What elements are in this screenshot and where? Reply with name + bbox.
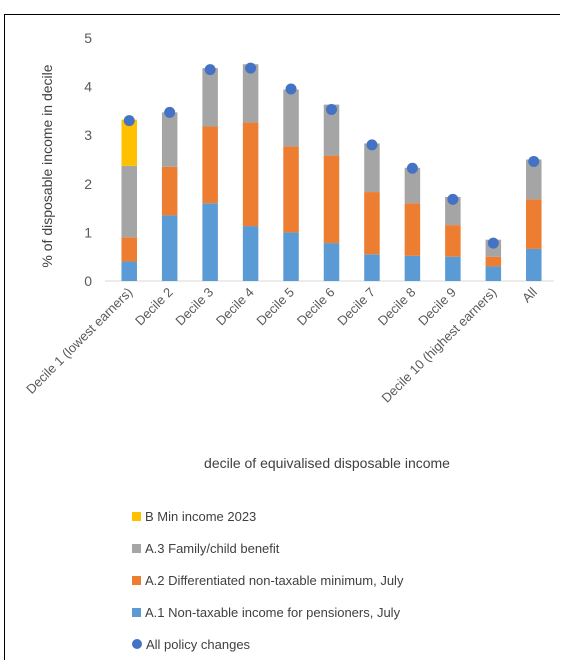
x-tick-label: Decile 6 [294, 285, 338, 329]
all-policy-marker [366, 139, 378, 151]
x-tick-label: Decile 8 [375, 285, 419, 329]
bar-segment-a3_family [445, 196, 461, 226]
bar-segment-a3_family [323, 104, 340, 156]
legend-label: All policy changes [146, 636, 251, 652]
legend-item: All policy changes [132, 628, 403, 660]
x-axis-label: decile of equivalised disposable income [204, 455, 450, 471]
legend: B Min income 2023 A.3 Family/child benefi… [132, 500, 403, 660]
bar-segment-a1_pensioners [526, 248, 542, 281]
bar-segment-a2_nontaxable [283, 146, 299, 233]
bar-segment-a3_family [526, 159, 542, 200]
all-policy-marker [164, 106, 176, 118]
all-policy-marker [326, 103, 337, 115]
bar-segment-a1_pensioners [202, 203, 218, 281]
bar-segment-a2_nontaxable [161, 166, 178, 216]
bar-segment-a3_family [121, 165, 137, 238]
y-tick-label: 3 [84, 127, 92, 143]
legend-item: A.3 Family/child benefit [132, 532, 403, 564]
x-tick-label: Decile 2 [132, 285, 176, 329]
bar-segment-a2_nontaxable [121, 237, 137, 262]
legend-swatch [132, 543, 141, 553]
all-policy-marker [406, 162, 418, 174]
bar-segment-a3_family [283, 89, 299, 147]
legend-item: A.2 Differentiated non-taxable minimum, … [132, 564, 403, 596]
bar-segment-a3_family [202, 68, 218, 127]
top-border-line [4, 14, 560, 15]
legend-label: A.2 Differentiated non-taxable minimum, … [145, 572, 404, 588]
all-policy-marker [245, 62, 257, 74]
legend-swatch [132, 511, 141, 521]
y-tick-label: 5 [84, 30, 92, 46]
left-border-line [4, 14, 5, 660]
all-policy-marker [285, 83, 297, 95]
bar-segment-a2_nontaxable [364, 192, 380, 255]
legend-item: B Min income 2023 [132, 500, 403, 532]
bar-segment-a3_family [242, 64, 259, 123]
bar-segment-a1_pensioners [323, 243, 340, 281]
bar-segment-a1_pensioners [121, 261, 137, 281]
bar-segment-a2_nontaxable [202, 126, 218, 204]
legend-swatch [132, 575, 141, 585]
bar-segment-a1_pensioners [242, 226, 259, 281]
bar-segment-a3_family [364, 143, 380, 193]
bar-segment-a1_pensioners [364, 254, 380, 281]
legend-label: A.3 Family/child benefit [145, 540, 280, 556]
legend-swatch [132, 607, 141, 617]
x-tick-label: Decile 4 [213, 285, 257, 329]
bar-segment-a2_nontaxable [526, 199, 542, 249]
y-tick-label: 4 [84, 79, 92, 95]
bar-segment-a3_family [404, 167, 421, 204]
y-axis-label: % of disposable income in decile [39, 64, 55, 267]
all-policy-marker [487, 237, 499, 249]
legend-item: A.1 Non-taxable income for pensioners, J… [132, 596, 403, 628]
x-tick-label: Decile 3 [172, 285, 216, 329]
x-tick-label: All [519, 284, 540, 305]
bar-segment-a2_nontaxable [404, 203, 421, 256]
x-tick-label: Decile 7 [334, 285, 378, 329]
bar-segment-b_min_income [121, 119, 137, 166]
bar-segment-a2_nontaxable [485, 256, 502, 267]
y-tick-label: 0 [84, 273, 92, 289]
bar-segment-a3_family [161, 112, 178, 167]
legend-swatch [132, 639, 142, 649]
bar-segment-a1_pensioners [283, 232, 299, 281]
all-policy-marker [447, 193, 459, 205]
all-policy-marker [204, 64, 216, 76]
bar-segment-a1_pensioners [445, 256, 461, 281]
bar-segment-a1_pensioners [161, 215, 178, 281]
bar-segment-a1_pensioners [485, 266, 502, 281]
bar-segment-a2_nontaxable [242, 122, 259, 227]
legend-label: A.1 Non-taxable income for pensioners, J… [145, 604, 401, 620]
bar-segment-a2_nontaxable [323, 155, 340, 244]
bar-segment-a1_pensioners [404, 255, 421, 281]
y-tick-label: 2 [84, 176, 92, 192]
y-tick-label: 1 [84, 224, 92, 240]
legend-label: B Min income 2023 [145, 508, 257, 524]
all-policy-marker [123, 115, 135, 127]
bar-segment-a2_nontaxable [445, 225, 461, 257]
x-tick-label: Decile 1 (lowest earners) [23, 285, 135, 397]
x-tick-label: Decile 5 [253, 285, 297, 329]
all-policy-marker [528, 155, 540, 167]
